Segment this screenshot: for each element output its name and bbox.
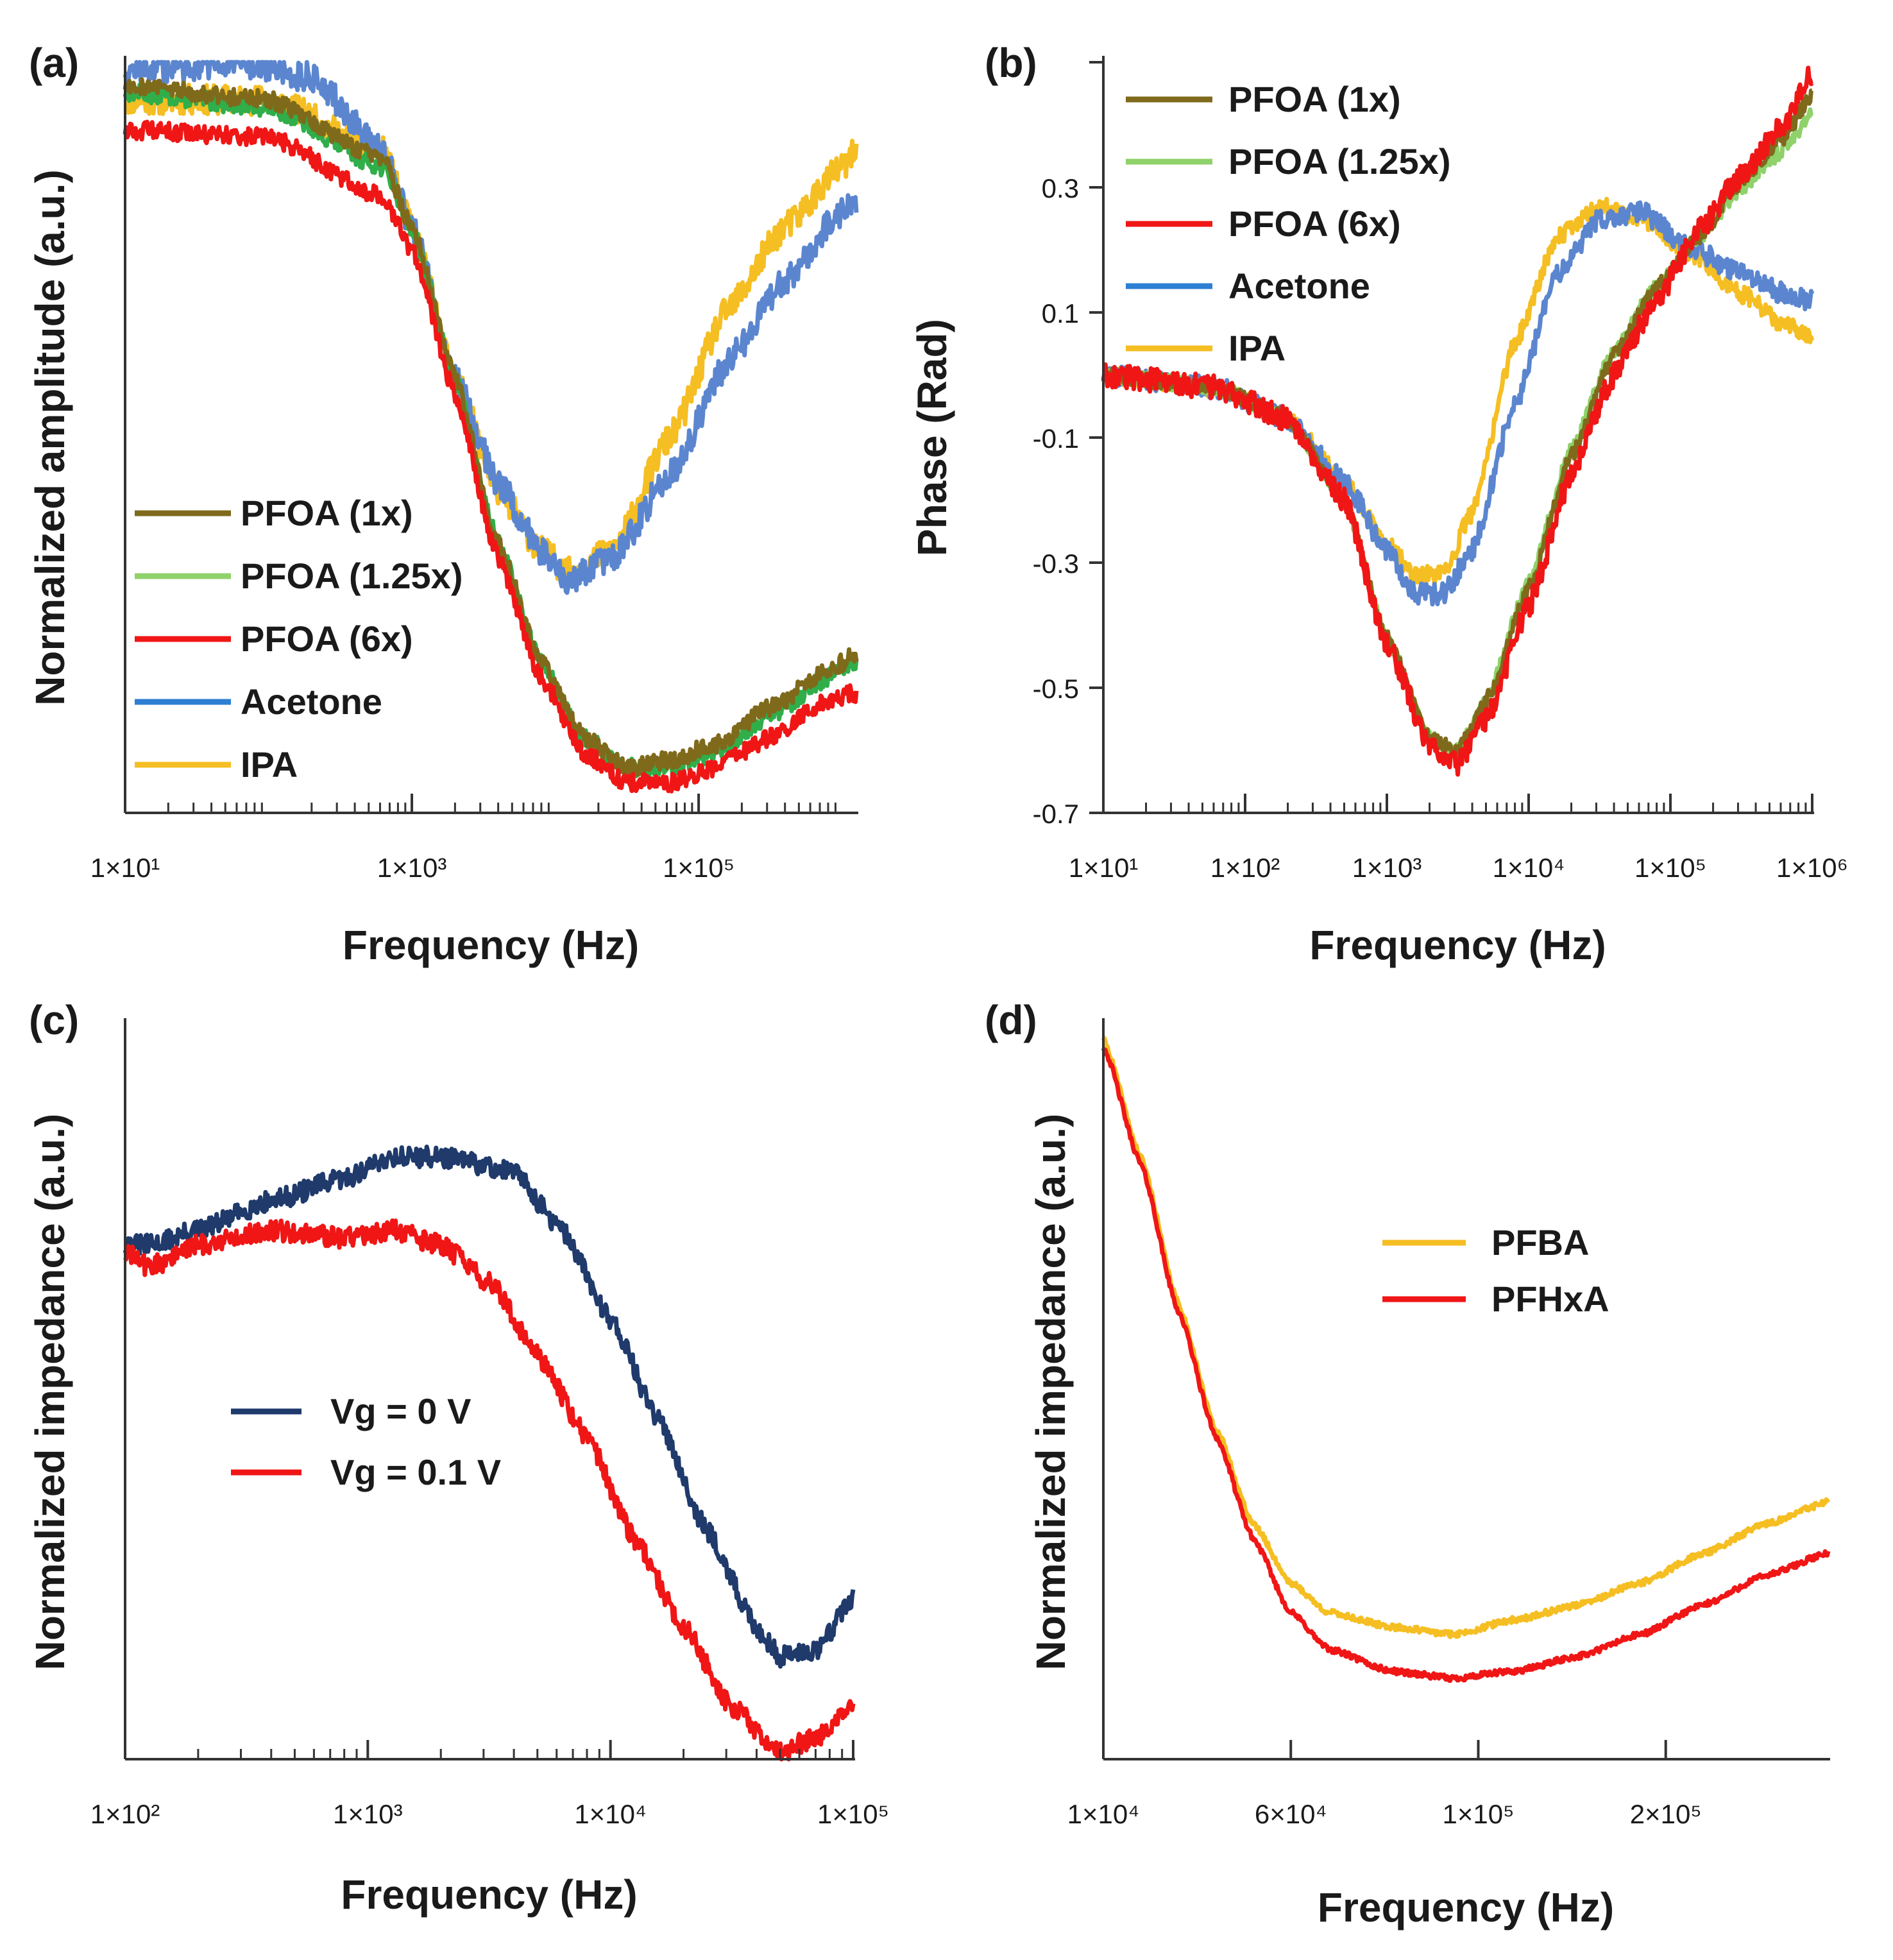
legend-label-a-2: PFOA (6x) xyxy=(241,618,413,659)
y-tick-label-b-1: 0.1 xyxy=(1042,298,1079,328)
legend-label-b-1: PFOA (1.25x) xyxy=(1228,141,1450,182)
legend-b: PFOA (1x) PFOA (1.25x) PFOA (6x) Acetone IPA xyxy=(1126,79,1450,368)
x-tick-label-c-3: 1×10⁵ xyxy=(817,1799,889,1829)
x-tick-label-a-0: 1×10¹ xyxy=(90,853,160,883)
x-tick-label-c-1: 1×10³ xyxy=(333,1799,403,1829)
legend-label-c-0: Vg = 0 V xyxy=(330,1391,471,1431)
legend-label-b-0: PFOA (1x) xyxy=(1228,79,1401,119)
series-line-b-4 xyxy=(1101,65,1814,777)
series-line-d-1 xyxy=(1101,1047,1831,1683)
legend-label-a-3: Acetone xyxy=(241,681,382,722)
legend-label-b-4: IPA xyxy=(1228,328,1286,368)
legend-label-a-4: IPA xyxy=(241,744,298,785)
x-axis-title-a: Frequency (Hz) xyxy=(343,922,639,968)
y-axis-title-a: Normalized amplitude (a.u.) xyxy=(27,169,73,706)
x-tick-label-d-1: 6×10⁴ xyxy=(1255,1799,1327,1829)
x-tick-label-d-0: 1×10⁴ xyxy=(1067,1799,1140,1829)
y-axis-title-b: Phase (Rad) xyxy=(909,319,955,556)
panel-label-c: (c) xyxy=(29,997,79,1043)
legend-label-a-0: PFOA (1x) xyxy=(241,493,413,533)
legend-d: PFBA PFHxA xyxy=(1382,1222,1609,1319)
x-tick-label-b-0: 1×10¹ xyxy=(1069,853,1139,883)
series-line-c-1 xyxy=(123,1218,856,1762)
y-tick-label-b-4: -0.5 xyxy=(1033,674,1079,704)
x-axis-title-b: Frequency (Hz) xyxy=(1309,922,1606,968)
legend-a: PFOA (1x) PFOA (1.25x) PFOA (6x) Acetone IPA xyxy=(135,493,463,785)
series-group-b xyxy=(1101,65,1815,777)
panel-label-a: (a) xyxy=(29,40,79,86)
panel-a: 1×10¹ 1×10³ 1×10⁵ Frequency (Hz) Normalized … xyxy=(27,40,859,968)
panels: 1×10¹ 1×10³ 1×10⁵ Frequency (Hz) Normalized … xyxy=(27,40,1848,1930)
x-tick-label-b-5: 1×10⁶ xyxy=(1776,853,1848,883)
series-line-c-0 xyxy=(123,1145,856,1669)
y-tick-label-b-2: -0.1 xyxy=(1033,423,1079,454)
panel-c: 1×10² 1×10³ 1×10⁴ 1×10⁵ Frequency (Hz) Normal… xyxy=(27,997,889,1918)
panel-d: 1×10⁴ 6×10⁴ 1×10⁵ 2×10⁵ Frequency (Hz) Normal… xyxy=(985,997,1831,1930)
x-tick-label-b-3: 1×10⁴ xyxy=(1493,853,1565,883)
legend-label-c-1: Vg = 0.1 V xyxy=(330,1452,501,1492)
x-tick-label-a-2: 1×10⁵ xyxy=(663,853,734,883)
x-axis-title-d: Frequency (Hz) xyxy=(1318,1884,1614,1930)
x-tick-label-c-0: 1×10² xyxy=(90,1799,160,1829)
legend-c: Vg = 0 V Vg = 0.1 V xyxy=(231,1391,501,1492)
legend-label-d-1: PFHxA xyxy=(1491,1279,1609,1319)
x-tick-label-c-2: 1×10⁴ xyxy=(574,1799,647,1829)
x-tick-label-b-2: 1×10³ xyxy=(1352,853,1422,883)
x-axis-title-c: Frequency (Hz) xyxy=(341,1871,637,1918)
x-tick-label-b-4: 1×10⁵ xyxy=(1634,853,1706,883)
y-tick-label-b-3: -0.3 xyxy=(1033,549,1079,579)
y-tick-label-b-0: 0.3 xyxy=(1042,173,1079,203)
x-tick-label-b-1: 1×10² xyxy=(1210,853,1280,883)
legend-label-a-1: PFOA (1.25x) xyxy=(241,556,463,596)
series-group-d xyxy=(1101,1035,1831,1683)
y-tick-label-b-5: -0.7 xyxy=(1033,799,1079,829)
series-line-a-4 xyxy=(123,119,859,794)
panel-label-d: (d) xyxy=(985,997,1037,1043)
series-group-a xyxy=(123,60,859,794)
y-axis-title-d: Normalized impedance (a.u.) xyxy=(1028,1114,1074,1671)
series-group-c xyxy=(123,1145,856,1762)
x-tick-label-d-2: 1×10⁵ xyxy=(1442,1799,1514,1829)
x-tick-label-d-3: 2×10⁵ xyxy=(1630,1799,1702,1829)
legend-label-d-0: PFBA xyxy=(1491,1222,1589,1263)
series-line-a-1 xyxy=(123,60,859,595)
panel-b: 1×10¹ 1×10² 1×10³ 1×10⁴ 1×10⁵ 1×10⁶ 0.3 0.1 -0.1… xyxy=(909,40,1848,968)
x-tick-label-a-1: 1×10³ xyxy=(377,853,447,883)
series-line-d-0 xyxy=(1101,1035,1831,1639)
legend-label-b-3: Acetone xyxy=(1228,266,1370,306)
panel-label-b: (b) xyxy=(985,40,1037,86)
legend-label-b-2: PFOA (6x) xyxy=(1228,203,1401,244)
y-axis-title-c: Normalized impedance (a.u.) xyxy=(27,1114,73,1671)
